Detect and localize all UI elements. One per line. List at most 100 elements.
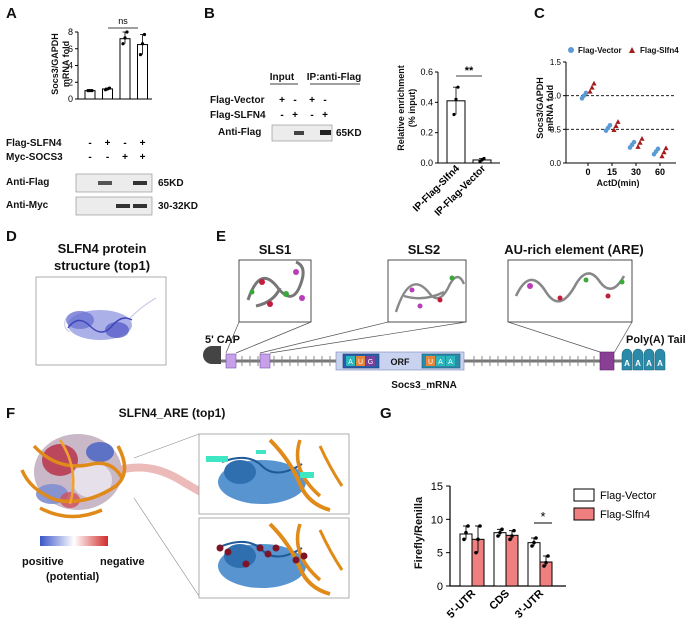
panel-a-sign: + (140, 138, 146, 149)
panel-c-ytick-label: 0.5 (550, 125, 562, 134)
panel-b-row3-label: Anti-Flag (218, 127, 261, 138)
panel-a-sign: - (106, 152, 109, 163)
panel-a-point (140, 42, 145, 46)
panel-c-point-slfn4 (661, 149, 667, 155)
panel-c-point-slfn4 (637, 140, 643, 145)
panel-a-row1-label: Flag-SLFN4 (6, 138, 62, 149)
panel-e-start-letter: U (358, 359, 363, 366)
panel-e-cap (203, 346, 221, 364)
panel-e-cap-label: 5' CAP (205, 334, 240, 346)
panel-b-band (320, 130, 331, 135)
panel-b-kd: 65KD (336, 128, 362, 139)
panel-g-bar-slfn4 (505, 534, 519, 587)
panel-g-xtick-label: CDS (487, 588, 512, 613)
panel-c-legend-vector-marker (568, 47, 574, 53)
panel-g-bar-vector (459, 533, 473, 587)
panel-e-start-letter: A (348, 359, 353, 366)
panel-g-legend-vector-swatch (573, 488, 595, 502)
panel-g-point (544, 560, 548, 565)
panel-g-ytick-label: 0 (437, 581, 443, 593)
panel-f-zoom-line (133, 497, 200, 597)
panel-e-label: E (216, 228, 226, 245)
panel-b-band (294, 131, 304, 135)
panel-c-point-vector (655, 146, 661, 152)
panel-e-zoom-line (613, 321, 633, 354)
panel-g-point (546, 554, 550, 558)
panel-b-ytick-label: 0.4 (420, 97, 433, 107)
panel-e-orf-label: ORF (391, 357, 411, 367)
panel-g-point (466, 524, 470, 528)
panel-e-start-g (366, 356, 375, 366)
panel-a-sign: + (122, 152, 128, 163)
panel-e-stop-letter: A (438, 359, 443, 366)
panel-g-point (508, 537, 512, 542)
panel-g-legend-slfn4: Flag-Slfn4 (600, 509, 650, 521)
panel-b-sig: ** (465, 65, 474, 77)
panel-d: D SLFN4 protein structure (top1) (6, 228, 167, 366)
panel-g-point (462, 537, 466, 542)
panel-e-polya-unit (632, 348, 644, 371)
panel-f-zoom-bottom-structure (216, 522, 344, 596)
panel-f-negative: negative (100, 556, 145, 568)
panel-e-title-are: AU-rich element (ARE) (504, 242, 643, 257)
panel-a-point (138, 53, 143, 57)
panel-f-zoom-top-structure (206, 438, 344, 512)
panel-b-chart: 0.00.20.40.6IP-Flag-Slfn4IP-Flag-Vector*… (411, 65, 500, 219)
panel-a-ytick-label: 8 (68, 27, 73, 37)
panel-f-zoom-line (133, 433, 200, 459)
panel-e-are-marker (599, 351, 615, 371)
panel-a-row2-label: Myc-SOCS3 (6, 152, 63, 163)
panel-e-stop-letter: A (448, 359, 453, 366)
panel-e: E SLS1 SLS2 AU-rich element (ARE) (203, 228, 685, 391)
panel-e-polya-unit (621, 348, 633, 371)
panel-d-title-1: SLFN4 protein (58, 241, 147, 256)
panel-a-sign: - (123, 138, 126, 149)
panel-b-signs: + - + -- + - + (279, 95, 328, 121)
panel-g-point (474, 550, 478, 555)
panel-b-point (482, 156, 486, 161)
panel-a-label: A (6, 5, 17, 22)
panel-f-electrostatic-surface (20, 434, 207, 519)
panel-a-point (90, 89, 94, 93)
panel-c-legend-vector: Flag-Vector (578, 46, 622, 55)
panel-c-xtick-label: 60 (655, 167, 665, 177)
panel-c-point-slfn4 (587, 88, 593, 94)
panel-e-stop-a (446, 356, 455, 366)
panel-g-ytick-label: 5 (437, 548, 443, 560)
panel-c-ylabel-1: Socs3/GAPDH (535, 77, 545, 139)
panel-b-row2-label: Flag-SLFN4 (210, 110, 266, 121)
panel-b-point (452, 112, 456, 117)
panel-b-sign: - (293, 95, 296, 106)
panel-g-bar-vector (527, 542, 541, 587)
panel-c-point-slfn4 (635, 144, 641, 149)
panel-b-sign: + (279, 95, 285, 106)
panel-b-point (454, 97, 458, 101)
panel-g-point (532, 540, 536, 545)
panel-e-zoom-line (225, 321, 240, 354)
panel-c-point-vector (631, 139, 637, 145)
panel-c-point-slfn4 (659, 153, 665, 159)
panel-a-ns: ns (118, 16, 128, 26)
panel-b-sign: - (323, 95, 326, 106)
panel-b-sign: + (292, 110, 298, 121)
panel-d-protein-structure (64, 297, 157, 340)
panel-a-sign: + (140, 152, 146, 163)
panel-a-band (133, 181, 147, 185)
panel-g-ytick-label: 10 (431, 514, 443, 526)
panel-a-band (98, 181, 112, 185)
panel-a-ylabel-2: mRNA fold (61, 41, 71, 87)
panel-e-start-letter: G (368, 359, 373, 366)
panel-d-title-2: structure (top1) (54, 258, 150, 273)
panel-c-ytick-label: 1.0 (550, 92, 562, 101)
panel-a-point (107, 86, 112, 90)
panel-a-sign: - (88, 138, 91, 149)
panel-e-sls2-marker (259, 353, 271, 369)
panel-g-sig: * (540, 509, 545, 524)
panel-c-ylabel-2: mRNA fold (545, 85, 555, 131)
panel-e-are-box (507, 259, 633, 323)
panel-b-row1-label: Flag-Vector (210, 95, 265, 106)
panel-g-point (496, 534, 500, 538)
panel-b-input-header: Input (270, 72, 295, 83)
panel-b-sign: + (309, 95, 315, 106)
panel-a-blot2 (75, 196, 153, 216)
